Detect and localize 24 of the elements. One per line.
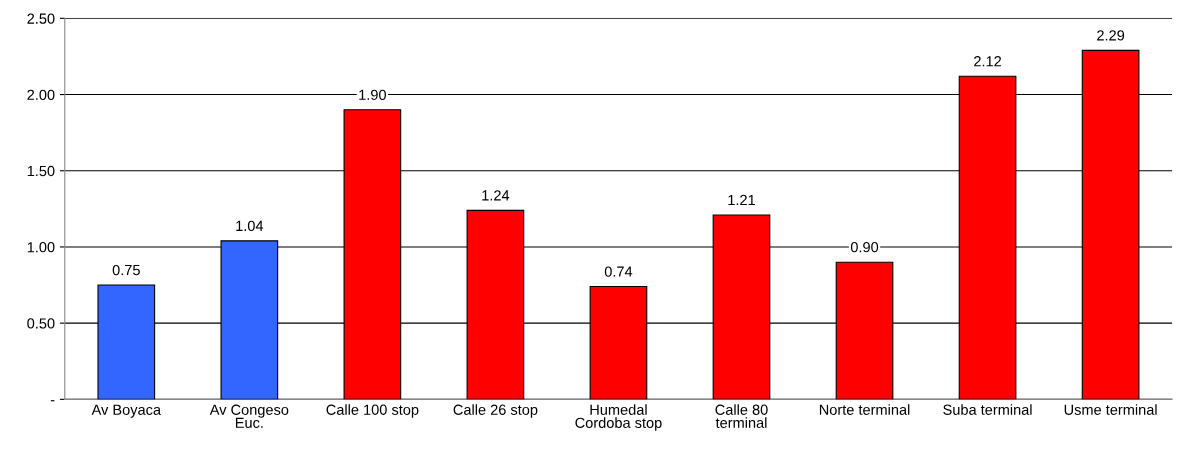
- x-tick-label: Usme terminal: [1064, 404, 1157, 415]
- data-label: 1.24: [482, 190, 510, 201]
- y-tick-label: 1.00: [27, 242, 55, 253]
- y-tick-label: 2.00: [27, 89, 55, 100]
- y-tick-label: 1.50: [27, 165, 55, 177]
- x-tick-label: Av Congeso Euc.: [209, 404, 289, 428]
- x-tick-label: Calle 100 stop: [326, 404, 419, 418]
- y-tick-label: 0.50: [27, 318, 55, 329]
- y-tick-label: -: [50, 400, 55, 402]
- data-label: 1.21: [728, 194, 755, 205]
- x-tick-label: Calle 80 terminal: [715, 404, 768, 428]
- x-tick-label: Calle 26 stop: [453, 404, 538, 418]
- x-tick-label: Suba terminal: [943, 404, 1032, 415]
- data-label: 0.90: [850, 242, 879, 253]
- x-tick-label: Av Boyaca: [91, 404, 162, 418]
- x-tick-label: Norte terminal: [819, 404, 910, 415]
- data-label: 1.90: [359, 89, 386, 100]
- data-label: 1.04: [236, 220, 264, 232]
- y-tick-label: 2.50: [27, 13, 55, 24]
- data-label: 2.29: [1097, 30, 1125, 41]
- x-tick-label: Humedal Cordoba stop: [575, 404, 662, 431]
- data-label: 0.74: [604, 266, 633, 277]
- data-label: 0.75: [112, 264, 140, 276]
- data-label: 2.12: [974, 56, 1002, 67]
